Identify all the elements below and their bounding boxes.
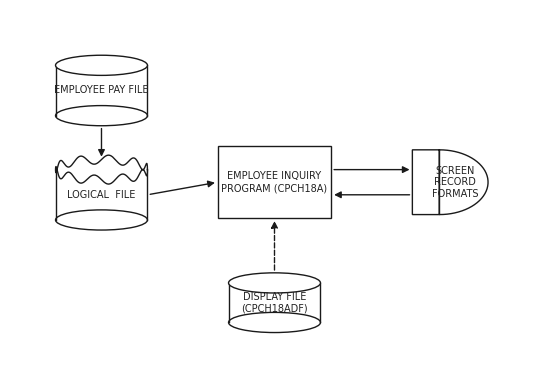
Polygon shape [55, 160, 148, 220]
Text: EMPLOYEE INQUIRY
PROGRAM (CPCH18A): EMPLOYEE INQUIRY PROGRAM (CPCH18A) [221, 171, 328, 193]
Polygon shape [412, 150, 488, 215]
Polygon shape [228, 273, 321, 322]
Ellipse shape [55, 210, 148, 230]
Polygon shape [218, 146, 331, 218]
Ellipse shape [228, 273, 321, 293]
Text: LOGICAL  FILE: LOGICAL FILE [68, 190, 136, 200]
Text: EMPLOYEE PAY FILE: EMPLOYEE PAY FILE [54, 85, 149, 95]
Text: SCREEN
RECORD
FORMATS: SCREEN RECORD FORMATS [432, 166, 478, 199]
Text: DISPLAY FILE
(CPCH18ADF): DISPLAY FILE (CPCH18ADF) [241, 292, 308, 314]
Polygon shape [55, 55, 148, 116]
Ellipse shape [55, 106, 148, 126]
Ellipse shape [55, 55, 148, 75]
Ellipse shape [228, 312, 321, 333]
Polygon shape [55, 155, 148, 184]
